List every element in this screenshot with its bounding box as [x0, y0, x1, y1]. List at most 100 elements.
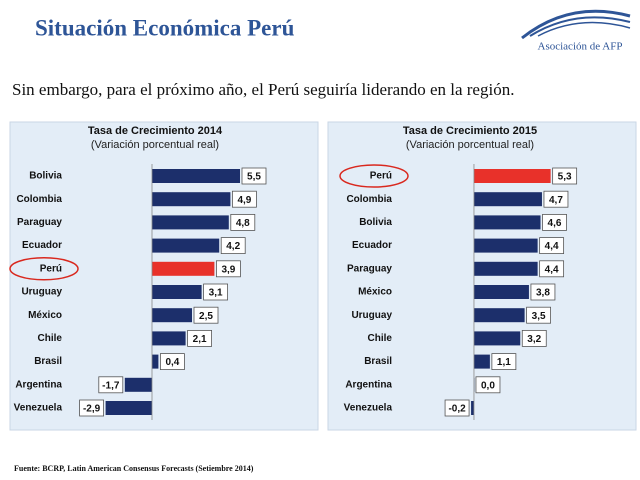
bar [152, 261, 215, 276]
category-label: Argentina [15, 379, 62, 390]
value-label-box [444, 399, 470, 417]
value-label: -2,9 [83, 404, 101, 415]
value-label: 3,8 [536, 288, 550, 299]
value-label-box [530, 283, 556, 301]
value-label-box [79, 399, 104, 417]
value-label-box [220, 237, 246, 255]
value-label-box [491, 353, 517, 371]
logo-arc [521, 9, 631, 40]
value-label-box [543, 190, 569, 208]
value-label-box [231, 190, 257, 208]
logo-text: Asociación de AFP [538, 41, 623, 53]
bar [473, 331, 521, 346]
category-label: Uruguay [21, 287, 62, 298]
category-label: Brasil [364, 356, 392, 367]
bar [152, 238, 220, 253]
value-label-box [187, 329, 213, 347]
bar [473, 285, 529, 299]
highlight-ellipse [9, 257, 79, 281]
value-label: 4,4 [545, 264, 559, 275]
value-label: 3,1 [209, 288, 223, 299]
slide-subtitle: Sin embargo, para el próximo año, el Per… [12, 80, 514, 99]
value-label: 2,1 [193, 334, 207, 345]
chart-subtitle: (Variación porcentual real) [406, 139, 534, 151]
category-label: Bolivia [359, 217, 392, 228]
bar [152, 308, 192, 323]
value-label: 5,5 [247, 172, 261, 183]
value-label-box [193, 306, 219, 324]
value-label-box [539, 237, 565, 255]
bar [152, 215, 229, 230]
category-label: Paraguay [347, 263, 392, 274]
category-label: Bolivia [29, 171, 62, 182]
value-label-box [539, 260, 565, 278]
category-label: Chile [38, 333, 63, 344]
chart-subtitle: (Variación porcentual real) [91, 139, 219, 151]
category-label: Venezuela [344, 403, 393, 414]
category-label: Argentina [345, 379, 392, 390]
value-label: 3,5 [532, 311, 546, 322]
value-label: 4,9 [237, 195, 251, 206]
value-label-box [230, 213, 256, 231]
value-label: 0,4 [165, 357, 179, 368]
bar [473, 192, 542, 207]
bar [152, 331, 186, 346]
chart-title: Tasa de Crecimiento 2014 [88, 125, 223, 137]
value-label: 3,9 [221, 264, 235, 275]
bar [473, 238, 538, 253]
category-label: Brasil [34, 356, 62, 367]
value-label: 2,5 [199, 311, 213, 322]
bar [471, 401, 474, 415]
value-label: 0,0 [481, 380, 495, 391]
category-label: Chile [368, 333, 393, 344]
category-label: Ecuador [352, 240, 392, 251]
value-label-box [98, 376, 124, 394]
logo: Asociación de AFP [521, 9, 631, 53]
bar [152, 285, 202, 299]
bar [473, 215, 541, 230]
category-label: Uruguay [351, 310, 392, 321]
highlight-ellipse [339, 164, 409, 188]
category-label: Venezuela [14, 403, 63, 414]
category-label: Colombia [16, 194, 62, 205]
category-label: Ecuador [22, 240, 62, 251]
value-label-box [241, 167, 267, 185]
value-label: -0,2 [448, 404, 466, 415]
value-label-box [475, 376, 501, 394]
value-label: 4,7 [549, 195, 563, 206]
value-label: 4,8 [236, 218, 250, 229]
value-label-box [159, 353, 185, 371]
value-label-box [552, 167, 578, 185]
value-label: 4,2 [226, 241, 240, 252]
chart-title: Tasa de Crecimiento 2015 [403, 125, 537, 137]
value-label-box [521, 329, 547, 347]
bar [152, 169, 240, 183]
value-label: -1,7 [102, 380, 120, 391]
category-label: México [358, 287, 392, 298]
value-label-box [542, 213, 567, 231]
value-label: 1,1 [497, 357, 511, 368]
value-label: 4,6 [548, 218, 562, 229]
value-label-box [215, 260, 241, 278]
footnote: Fuente: BCRP, Latin American Consensus F… [14, 464, 254, 473]
bar [105, 401, 152, 415]
bar [473, 354, 490, 369]
category-label: México [28, 310, 62, 321]
logo-arc [529, 16, 631, 37]
bar [152, 192, 231, 207]
bar [152, 354, 159, 369]
bar [473, 169, 551, 183]
category-label: Perú [370, 171, 392, 182]
value-label-box [526, 306, 551, 324]
bar [473, 261, 538, 276]
value-label-box [203, 283, 229, 301]
value-label: 5,3 [558, 172, 572, 183]
logo-arc [537, 21, 631, 37]
slide-title: Situación Económica Perú [35, 15, 295, 40]
category-label: Colombia [346, 194, 392, 205]
value-label: 3,2 [527, 334, 541, 345]
bar [124, 377, 152, 392]
value-label: 4,4 [545, 241, 559, 252]
category-label: Perú [40, 263, 62, 274]
